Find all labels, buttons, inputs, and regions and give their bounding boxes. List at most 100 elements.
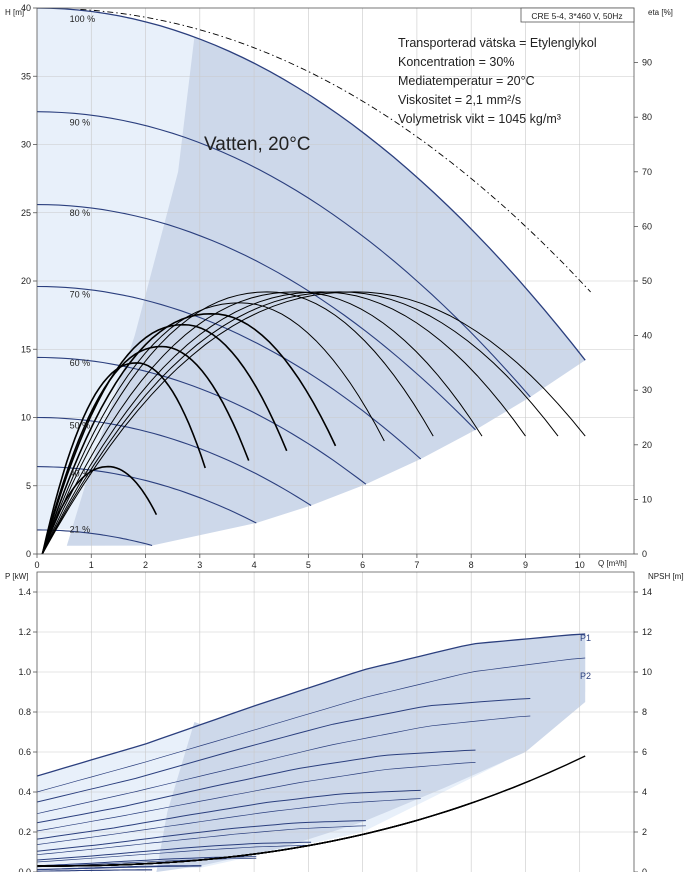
x-tick-label: 9	[523, 560, 528, 570]
head-curve	[37, 111, 531, 398]
x-tick-label: 4	[252, 560, 257, 570]
npsh-tick-label: 6	[642, 747, 647, 757]
power-panel: 0.0 0.2 0.4 0.6 0.8 1.0 1.2 1.4 0 2 4 6 8 10 12 14 P [k…	[5, 571, 684, 872]
eta-tick-label: 0	[642, 549, 647, 559]
h-axis-label: H [m]	[5, 8, 24, 17]
x-tick-label: 2	[143, 560, 148, 570]
npsh-tick-label: 2	[642, 827, 647, 837]
p-tick-label: 1.0	[18, 667, 31, 677]
fluid-note-2: Koncentration = 30%	[398, 55, 514, 69]
speed-label: 40 %	[70, 468, 91, 478]
p1-label: P1	[580, 633, 591, 643]
x-tick-label: 10	[575, 560, 585, 570]
npsh-tick-label: 14	[642, 587, 652, 597]
q-axis-label: Q [m³/h]	[598, 559, 627, 568]
fluid-note-5: Volymetrisk vikt = 1045 kg/m³	[398, 112, 561, 126]
p-tick-label: 0.0	[18, 867, 31, 872]
p1-curve	[37, 865, 202, 870]
speed-label: 80 %	[70, 208, 91, 218]
npsh-curve	[37, 859, 202, 867]
efficiency-curve	[41, 362, 206, 554]
efficiency-curve	[41, 345, 250, 554]
head-curve	[37, 356, 367, 485]
p-tick-label: 0.4	[18, 787, 31, 797]
p-tick-label: 0.6	[18, 747, 31, 757]
speed-label: 21 %	[70, 524, 91, 534]
npsh-tick-label: 10	[642, 667, 652, 677]
p2-curve	[37, 844, 312, 863]
efficiency-curve	[41, 323, 288, 554]
head-curve	[37, 204, 476, 431]
x-tick-label: 0	[34, 560, 39, 570]
speed-label: 60 %	[70, 358, 91, 368]
efficiency-curve	[41, 302, 385, 554]
eta-tick-label: 40	[642, 331, 652, 341]
npsh-tick-label: 12	[642, 627, 652, 637]
efficiency-curve	[41, 291, 526, 554]
x-tick-label: 6	[360, 560, 365, 570]
y-tick-label: 10	[21, 413, 31, 423]
efficiency-curve	[41, 291, 483, 554]
x-tick-label: 3	[197, 560, 202, 570]
water-curve-label: Vatten, 20°C	[204, 134, 311, 155]
y-tick-label: 30	[21, 140, 31, 150]
x-tick-label: 7	[414, 560, 419, 570]
p1-curve	[37, 749, 476, 824]
fluid-note-4: Viskositet = 2,1 mm²/s	[398, 93, 521, 107]
speed-label: 70 %	[70, 290, 91, 300]
water-head-curve	[80, 8, 591, 293]
p1-curve	[37, 856, 257, 867]
head-curve	[37, 285, 422, 460]
npsh-tick-label: 0	[642, 867, 647, 872]
x-tick-label: 8	[469, 560, 474, 570]
y-tick-label: 25	[21, 208, 31, 218]
p2-curve	[37, 657, 586, 793]
p2-curve	[37, 715, 531, 815]
p-tick-label: 1.2	[18, 627, 31, 637]
p1-curve	[37, 841, 312, 861]
eta-tick-label: 90	[642, 58, 652, 68]
p-axis-label: P [kW]	[5, 572, 28, 581]
p2-label: P2	[580, 671, 591, 681]
p2-curve	[37, 762, 476, 832]
eta-tick-label: 10	[642, 494, 652, 504]
efficiency-curve	[41, 291, 434, 554]
efficiency-curve	[41, 465, 158, 554]
head-curve	[37, 8, 586, 361]
eta-tick-label: 70	[642, 167, 652, 177]
p2-curve	[37, 798, 421, 845]
y-tick-label: 40	[21, 3, 31, 13]
p1-curve	[37, 698, 531, 803]
eta-tick-label: 30	[642, 385, 652, 395]
p1-curve	[37, 633, 586, 777]
efficiency-curve	[41, 291, 586, 554]
chart-title-box	[520, 7, 635, 23]
p-tick-label: 1.4	[18, 587, 31, 597]
p-tick-label: 0.8	[18, 707, 31, 717]
y-tick-label: 5	[26, 481, 31, 491]
eta-tick-label: 60	[642, 221, 652, 231]
eta-tick-label: 80	[642, 112, 652, 122]
p2-curve	[37, 865, 202, 871]
fluid-note-3: Mediatemperatur = 20°C	[398, 74, 535, 88]
efficiency-curve	[41, 312, 337, 554]
efficiency-curve	[41, 291, 559, 554]
fluid-note-1: Transporterad vätska = Etylenglykol	[398, 36, 597, 50]
eta-tick-label: 20	[642, 440, 652, 450]
speed-label: 100 %	[70, 14, 96, 24]
head-panel: 0 1 2 3 4 5 6 7 8 9 10 0 5 10 15 20 25 30 35 40 0 10 20 30 40 50 6…	[5, 3, 673, 570]
speed-label: 50 %	[70, 421, 91, 431]
npsh-tick-label: 4	[642, 787, 647, 797]
p-tick-label: 0.2	[18, 827, 31, 837]
eta-axis-label: eta [%]	[648, 8, 673, 17]
fluid-notes: Transporterad vätska = Etylenglykol Konc…	[398, 36, 597, 126]
npsh-tick-label: 8	[642, 707, 647, 717]
operating-region-mid	[66, 37, 586, 546]
eta-tick-label: 50	[642, 276, 652, 286]
x-tick-label: 1	[89, 560, 94, 570]
y-tick-label: 20	[21, 276, 31, 286]
power-panel-frame	[36, 571, 635, 872]
p2-curve	[37, 825, 366, 856]
y-tick-label: 0	[26, 549, 31, 559]
